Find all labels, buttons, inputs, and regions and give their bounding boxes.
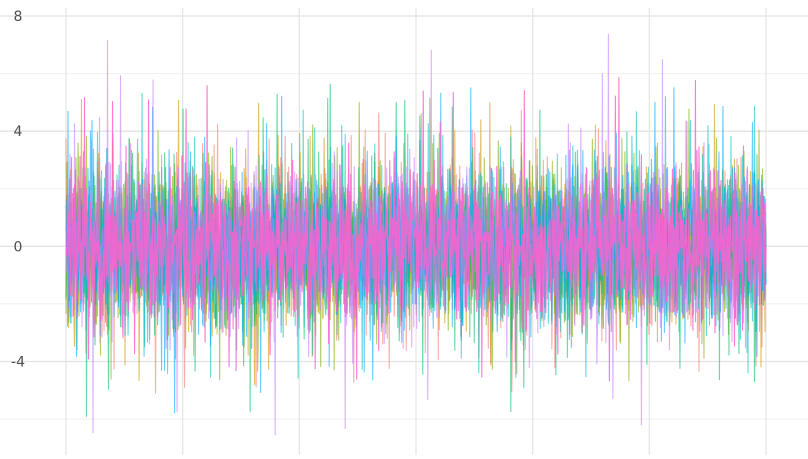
y-tick-label: -4 (11, 355, 25, 371)
y-tick-label: 8 (14, 9, 23, 25)
series-layer (65, 33, 767, 436)
y-axis: 8 4 0 -4 (11, 9, 25, 371)
series-line-8 (65, 76, 767, 382)
y-tick-label: 0 (14, 239, 23, 255)
y-tick-label: 4 (14, 124, 23, 140)
